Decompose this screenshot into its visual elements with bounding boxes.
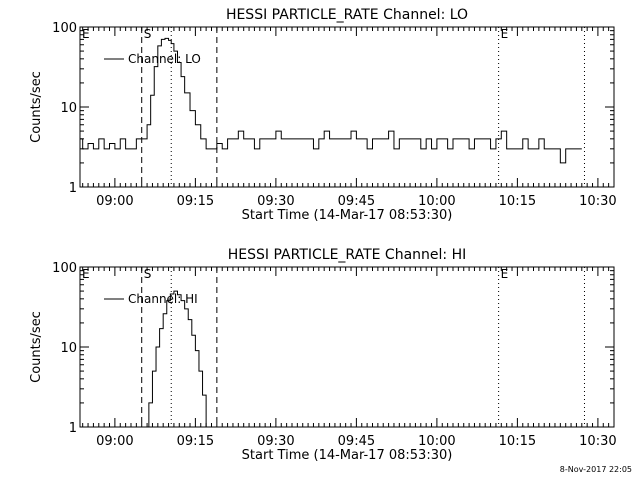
y-tick-label: 100: [52, 21, 77, 36]
x-tick-label: 09:30: [257, 194, 294, 209]
x-tick-label: 09:45: [338, 434, 375, 449]
time-marker-label: E: [82, 27, 90, 41]
plot-timestamp: 8-Nov-2017 22:05: [559, 465, 632, 474]
x-tick-label: 09:30: [257, 434, 294, 449]
x-tick-label: 09:45: [338, 194, 375, 209]
x-tick-label: 09:00: [96, 194, 133, 209]
y-tick-label: 100: [52, 261, 77, 276]
y-tick-label: 1: [69, 181, 77, 196]
y-axis-label: Counts/sec: [29, 311, 44, 383]
x-tick-label: 09:15: [177, 194, 214, 209]
x-tick-label: 10:30: [579, 434, 616, 449]
chart-title: HESSI PARTICLE_RATE Channel: HI: [228, 247, 466, 263]
time-marker-label: E: [501, 267, 509, 281]
plot-frame: [79, 26, 615, 188]
series-line: [80, 37, 582, 164]
x-tick-label: 10:15: [499, 194, 536, 209]
y-axis-label: Counts/sec: [29, 71, 44, 143]
x-tick-label: 09:15: [177, 434, 214, 449]
chart-title: HESSI PARTICLE_RATE Channel: LO: [226, 7, 468, 23]
time-marker-label: S: [144, 27, 152, 41]
x-tick-label: 09:00: [96, 434, 133, 449]
y-tick-label: 10: [60, 101, 77, 116]
time-marker-label: S: [144, 267, 152, 281]
chart-panel-2: HESSI PARTICLE_RATE Channel: HI 1 10 100 09:…: [29, 247, 617, 463]
legend-label: Channel: HI: [128, 292, 198, 306]
x-tick-label: 10:15: [499, 434, 536, 449]
time-marker-label: E: [501, 27, 509, 41]
y-tick-label: 1: [69, 421, 77, 436]
x-axis-label: Start Time (14-Mar-17 08:53:30): [242, 448, 453, 463]
x-tick-label: 10:00: [418, 194, 455, 209]
series-line: [145, 290, 207, 427]
y-tick-label: 10: [60, 341, 77, 356]
x-tick-label: 10:30: [579, 194, 616, 209]
chart-panel-1: HESSI PARTICLE_RATE Channel: LO 1 10 100 09:…: [29, 7, 617, 223]
legend-label: Channel: LO: [128, 52, 201, 66]
x-axis-label: Start Time (14-Mar-17 08:53:30): [242, 208, 453, 223]
x-tick-label: 10:00: [418, 434, 455, 449]
time-marker-label: E: [82, 267, 90, 281]
